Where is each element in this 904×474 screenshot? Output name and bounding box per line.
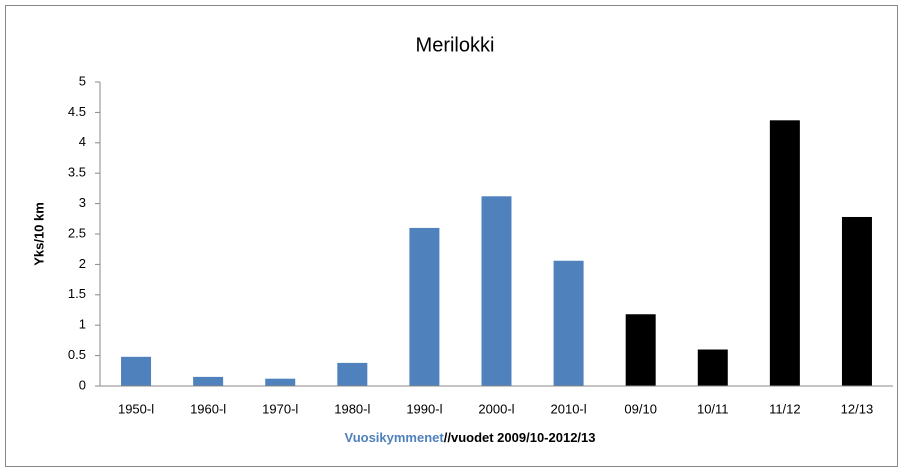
y-tick-label: 0.5 [68,347,86,362]
x-axis-title-part: //vuodet 2009/10-2012/13 [444,430,596,445]
bar [841,216,872,386]
y-tick-label: 1 [79,317,86,332]
bar [481,196,512,386]
bar [409,227,440,386]
x-tick-label: 1990-l [406,401,442,416]
chart-frame [5,5,898,467]
y-tick-label: 3 [79,195,86,210]
x-tick-label: 2010-l [551,401,587,416]
x-tick-label: 10/11 [697,401,729,416]
x-axis-title-part: Vuosikymmenet [345,430,445,445]
x-tick-label: 1980-l [334,401,370,416]
y-tick-label: 2 [79,256,86,271]
x-axis-title: Vuosikymmenet//vuodet 2009/10-2012/13 [345,430,596,445]
bar [337,362,368,386]
y-tick-label: 0 [79,377,86,392]
y-tick-label: 5 [79,73,86,88]
bar [697,349,728,386]
x-tick-label: 2000-l [478,401,514,416]
bar [769,120,800,386]
y-tick-label: 3.5 [68,165,86,180]
y-tick-label: 1.5 [68,286,86,301]
bar [265,378,296,386]
y-tick-label: 4.5 [68,104,86,119]
x-tick-label: 09/10 [624,401,657,416]
y-tick-label: 4 [79,134,86,149]
y-axis-title: Yks/10 km [31,202,46,266]
x-tick-label: 1950-l [118,401,154,416]
x-tick-label: 1960-l [190,401,226,416]
x-tick-label: 11/12 [769,401,801,416]
bar [553,260,584,386]
chart-title: Merilokki [416,34,495,56]
bar [121,356,152,386]
bar [193,376,224,386]
x-tick-label: 12/13 [841,401,874,416]
bar [625,314,656,386]
y-tick-label: 2.5 [68,225,86,240]
x-tick-label: 1970-l [262,401,298,416]
